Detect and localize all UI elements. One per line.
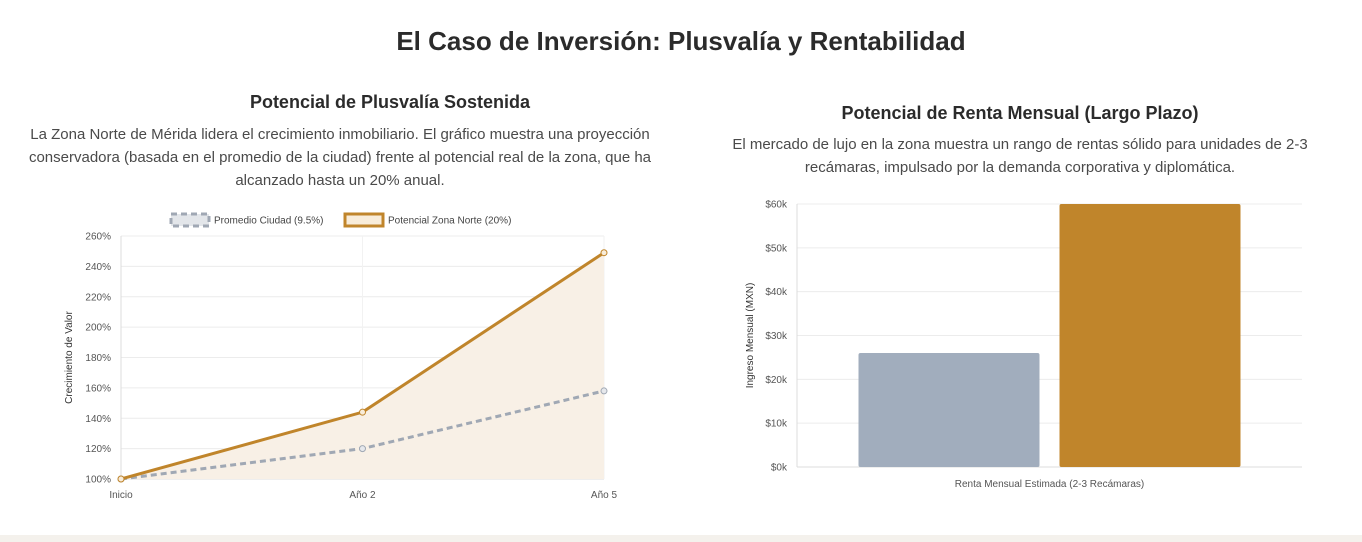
- bar-chart-y-tick: $30k: [765, 331, 788, 342]
- renta-section-title: Potencial de Renta Mensual (Largo Plazo): [841, 103, 1199, 123]
- line-chart-y-axis-title: Crecimiento de Valor: [64, 311, 75, 404]
- plusvalia-section-title: Potencial de Plusvalía Sostenida: [249, 92, 531, 112]
- zona-norte-area-fill: [121, 252, 604, 479]
- line-chart-y-tick: 240%: [85, 262, 111, 273]
- line-chart-x-tick: Año 2: [349, 490, 376, 501]
- promedio-ciudad-point[interactable]: [600, 387, 608, 395]
- line-chart-x-tick: Inicio: [109, 490, 133, 501]
- zona-norte-point[interactable]: [600, 249, 608, 257]
- renta-section-description: El mercado de lujo en la zona muestra un…: [732, 136, 1308, 176]
- line-chart-y-tick: 260%: [85, 232, 111, 243]
- bar-chart-y-tick: $0k: [771, 463, 788, 474]
- zona-norte-point[interactable]: [359, 408, 366, 416]
- renta-bar-minimo[interactable]: [858, 353, 1040, 467]
- line-chart-y-tick: 220%: [85, 292, 111, 303]
- legend-swatch-promedio[interactable]: [169, 212, 211, 228]
- legend-label-promedio: Promedio Ciudad (9.5%): [214, 216, 324, 227]
- bar-chart-y-tick: $50k: [765, 243, 788, 254]
- line-chart-y-tick: 160%: [85, 383, 111, 394]
- bar-chart-y-tick: $60k: [765, 200, 788, 211]
- legend-swatch-zona-norte[interactable]: [343, 212, 385, 228]
- footer-strip: [0, 535, 1362, 542]
- line-chart-y-tick: 200%: [85, 323, 111, 334]
- line-chart-y-tick: 140%: [85, 414, 111, 425]
- line-chart-y-tick: 100%: [85, 475, 111, 486]
- promedio-ciudad-point[interactable]: [359, 445, 366, 453]
- bar-chart-x-label: Renta Mensual Estimada (2-3 Recámaras): [955, 479, 1145, 490]
- bar-chart-y-tick: $20k: [765, 375, 788, 386]
- plusvalia-section-description: La Zona Norte de Mérida lidera el crecim…: [28, 126, 652, 189]
- legend-label-zona-norte: Potencial Zona Norte (20%): [388, 216, 511, 227]
- line-chart-x-tick: Año 5: [591, 490, 618, 501]
- bar-chart-y-tick: $10k: [765, 419, 788, 430]
- line-chart-y-tick: 120%: [85, 444, 111, 455]
- line-chart-y-tick: 180%: [85, 353, 111, 364]
- renta-bar-maximo[interactable]: [1059, 204, 1241, 467]
- bar-chart-y-axis-title: Ingreso Mensual (MXN): [745, 283, 756, 389]
- zona-norte-point[interactable]: [117, 475, 125, 483]
- page-title: El Caso de Inversión: Plusvalía y Rentab…: [396, 26, 966, 56]
- bar-chart-y-tick: $40k: [765, 287, 788, 298]
